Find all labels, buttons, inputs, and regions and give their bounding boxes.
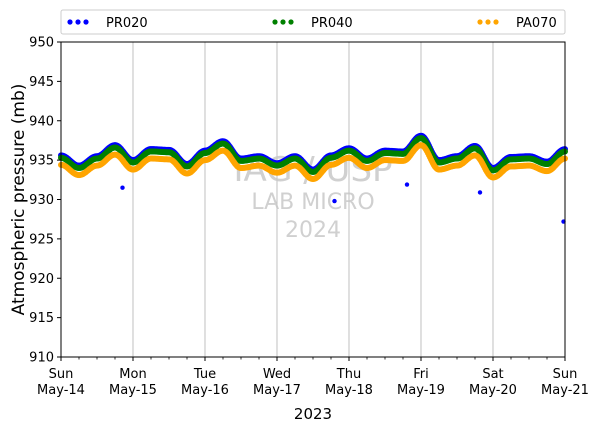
- series-layer: [58, 132, 568, 224]
- legend-frame: [60, 9, 566, 35]
- y-tick-label: 945: [29, 75, 54, 90]
- data-point-outlier: [477, 190, 483, 195]
- series-pa070: [58, 142, 568, 183]
- y-axis-label: Atmospheric pressure (mb): [9, 84, 29, 316]
- x-tick-label-date: May-21: [541, 383, 589, 398]
- watermark-text: LAB MICRO: [251, 190, 374, 215]
- legend-marker: [477, 19, 483, 25]
- x-tick-label-day: Sun: [49, 367, 74, 382]
- legend-marker: [485, 19, 491, 25]
- series-pr040: [58, 135, 568, 175]
- y-tick-label: 950: [29, 36, 54, 51]
- legend-label: PR040: [311, 16, 353, 31]
- y-tick-label: 940: [29, 114, 54, 129]
- x-axis: SunMay-14MonMay-15TueMay-16WedMay-17ThuM…: [37, 357, 589, 398]
- legend-marker: [280, 19, 286, 25]
- y-tick-label: 910: [29, 351, 54, 366]
- y-axis: 910 915 920 925 930 935 940 945 950: [29, 36, 61, 366]
- x-tick-label-day: Fri: [413, 367, 429, 382]
- y-tick-label: 925: [29, 232, 54, 247]
- x-tick-label-date: May-14: [37, 383, 85, 398]
- x-tick-label-day: Sun: [553, 367, 578, 382]
- x-tick-label-date: May-20: [469, 383, 517, 398]
- y-tick-label: 920: [29, 272, 54, 287]
- legend-marker: [83, 19, 89, 25]
- data-point-outlier: [332, 198, 337, 204]
- x-tick-label-day: Wed: [263, 367, 291, 382]
- watermark-text: 2024: [285, 218, 341, 243]
- x-tick-label-date: May-16: [181, 383, 229, 398]
- y-tick-label: 930: [29, 193, 54, 208]
- legend-marker: [493, 19, 499, 25]
- x-tick-label-day: Thu: [336, 367, 361, 382]
- data-point-outlier: [404, 182, 410, 187]
- legend-marker: [75, 19, 81, 25]
- legend-marker: [272, 19, 278, 25]
- legend-label: PR020: [106, 16, 148, 31]
- x-tick-label-day: Sat: [482, 367, 503, 382]
- y-tick-label: 935: [29, 154, 54, 169]
- plot-background: [61, 42, 565, 357]
- x-tick-label-date: May-17: [253, 383, 301, 398]
- x-tick-label-date: May-18: [325, 383, 373, 398]
- data-point-outlier: [120, 185, 125, 190]
- y-tick-label: 915: [29, 311, 54, 326]
- x-tick-label-date: May-19: [397, 383, 445, 398]
- x-tick-label-day: Tue: [193, 367, 216, 382]
- x-tick-label-date: May-15: [109, 383, 157, 398]
- legend-label: PA070: [516, 16, 557, 31]
- legend: PR020 PR040 PA070: [60, 9, 566, 35]
- legend-marker: [67, 19, 73, 25]
- legend-marker: [288, 19, 294, 25]
- x-axis-label: 2023: [294, 405, 332, 423]
- x-tick-label-day: Mon: [119, 367, 146, 382]
- grid-lines: [132, 42, 494, 357]
